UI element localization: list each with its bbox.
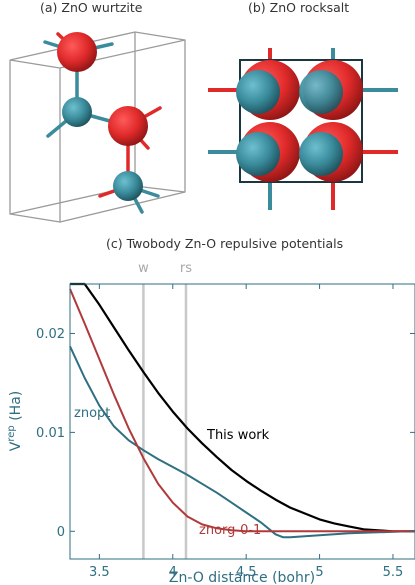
- series-line-this-work: [70, 282, 415, 533]
- series-label-this-work: This work: [206, 428, 270, 443]
- series-label-znopt: znopt: [74, 406, 110, 421]
- marker-label-rs: rs: [180, 261, 192, 276]
- series-label-znorg: znorg-0-1: [199, 523, 261, 538]
- rocksalt-atom-br: [299, 122, 363, 182]
- y-axis-label-unit: (Ha): [8, 391, 24, 425]
- zinc-atom-2: [113, 171, 143, 201]
- x-tick-label: 5: [315, 565, 323, 580]
- y-axis-label: Vrep (Ha): [6, 391, 24, 451]
- x-tick-label: 4: [169, 565, 177, 580]
- x-axis-label: Zn-O distance (bohr): [169, 570, 315, 585]
- rocksalt-atom-tr: [299, 60, 363, 120]
- rocksalt-bonds: [208, 48, 398, 210]
- x-tick-label: 3.5: [89, 565, 110, 580]
- x-tick-label: 4.5: [236, 565, 257, 580]
- marker-label-w: w: [138, 261, 149, 276]
- wurtzite-cell-box: [9, 31, 186, 223]
- rocksalt-title: (b) ZnO rocksalt: [248, 0, 350, 15]
- chart-title: (c) Twobody Zn-O repulsive potentials: [106, 236, 344, 251]
- rocksalt-cell-box: [239, 59, 363, 183]
- oxygen-atom-2: [108, 106, 148, 146]
- rocksalt-atom-bl: [236, 122, 300, 182]
- y-axis-label-sup: rep: [6, 425, 17, 441]
- series-line-znopt: [69, 345, 415, 539]
- rocksalt-structure: [208, 48, 398, 210]
- y-axis-label-main: V: [8, 441, 24, 451]
- wurtzite-structure: [9, 31, 186, 223]
- plot-frame: [69, 283, 415, 560]
- series-line-znorg-0-1: [69, 288, 415, 533]
- y-tick-label: 0: [57, 525, 65, 540]
- wurtzite-title: (a) ZnO wurtzite: [40, 0, 143, 15]
- rocksalt-atom-tl: [236, 60, 300, 120]
- oxygen-atom-1: [57, 32, 97, 72]
- repulsive-potential-chart: 3.5 4 4.5 5 5.5 0 0.01 0.02 w rs Zn-O distance …: [6, 261, 415, 585]
- x-tick-label: 5.5: [383, 565, 404, 580]
- y-tick-label: 0.01: [36, 426, 65, 441]
- y-tick-label: 0.02: [36, 327, 65, 342]
- zinc-atom-1: [62, 97, 92, 127]
